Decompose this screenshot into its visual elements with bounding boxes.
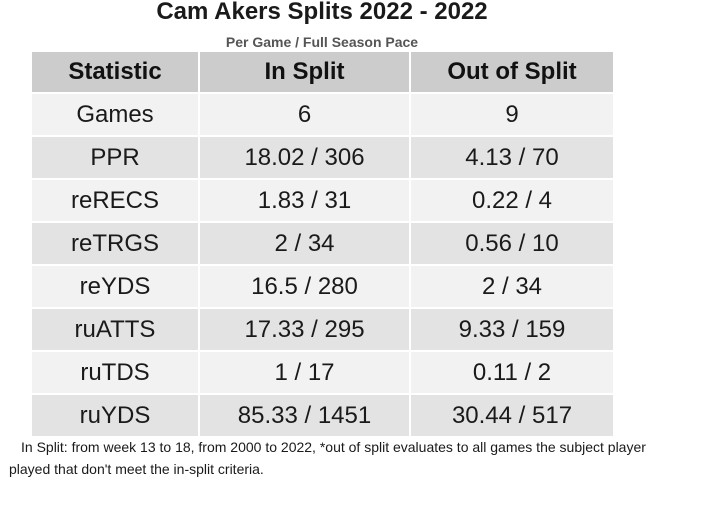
cell-statistic: reRECS bbox=[30, 178, 200, 223]
cell-out-of-split: 9 bbox=[409, 92, 615, 137]
cell-out-of-split: 30.44 / 517 bbox=[409, 393, 615, 438]
cell-out-of-split: 0.22 / 4 bbox=[409, 178, 615, 223]
cell-in-split: 18.02 / 306 bbox=[198, 135, 411, 180]
cell-statistic: ruTDS bbox=[30, 350, 200, 395]
cell-in-split: 1.83 / 31 bbox=[198, 178, 411, 223]
cell-statistic: Games bbox=[30, 92, 200, 137]
chart-title: Cam Akers Splits 2022 - 2022 bbox=[156, 0, 488, 25]
cell-out-of-split: 4.13 / 70 bbox=[409, 135, 615, 180]
cell-in-split: 2 / 34 bbox=[198, 221, 411, 266]
table-row: ruATTS 17.33 / 295 9.33 / 159 bbox=[30, 307, 615, 352]
splits-table: Statistic In Split Out of Split Games 6 9 P… bbox=[30, 50, 615, 438]
cell-in-split: 85.33 / 1451 bbox=[198, 393, 411, 438]
cell-in-split: 6 bbox=[198, 92, 411, 137]
table-row: reYDS 16.5 / 280 2 / 34 bbox=[30, 264, 615, 309]
chart-subtitle: Per Game / Full Season Pace bbox=[225, 34, 419, 50]
column-header-statistic: Statistic bbox=[30, 50, 200, 94]
cell-statistic: reTRGS bbox=[30, 221, 200, 266]
column-header-out-of-split: Out of Split bbox=[409, 50, 615, 94]
cell-out-of-split: 2 / 34 bbox=[409, 264, 615, 309]
cell-statistic: ruYDS bbox=[30, 393, 200, 438]
cell-out-of-split: 0.56 / 10 bbox=[409, 221, 615, 266]
table-body: Games 6 9 PPR 18.02 / 306 4.13 / 70 reRECS 1.83… bbox=[30, 92, 615, 438]
cell-out-of-split: 9.33 / 159 bbox=[409, 307, 615, 352]
cell-statistic: PPR bbox=[30, 135, 200, 180]
table-header-row: Statistic In Split Out of Split bbox=[30, 50, 615, 94]
table-row: ruTDS 1 / 17 0.11 / 2 bbox=[30, 350, 615, 395]
cell-out-of-split: 0.11 / 2 bbox=[409, 350, 615, 395]
column-header-in-split: In Split bbox=[198, 50, 411, 94]
cell-statistic: reYDS bbox=[30, 264, 200, 309]
cell-in-split: 16.5 / 280 bbox=[198, 264, 411, 309]
footnote: In Split: from week 13 to 18, from 2000 … bbox=[9, 439, 646, 477]
table-row: PPR 18.02 / 306 4.13 / 70 bbox=[30, 135, 615, 180]
cell-in-split: 17.33 / 295 bbox=[198, 307, 411, 352]
table-row: reTRGS 2 / 34 0.56 / 10 bbox=[30, 221, 615, 266]
table-row: Games 6 9 bbox=[30, 92, 615, 137]
table-row: reRECS 1.83 / 31 0.22 / 4 bbox=[30, 178, 615, 223]
cell-in-split: 1 / 17 bbox=[198, 350, 411, 395]
cell-statistic: ruATTS bbox=[30, 307, 200, 352]
table-row: ruYDS 85.33 / 1451 30.44 / 517 bbox=[30, 393, 615, 438]
